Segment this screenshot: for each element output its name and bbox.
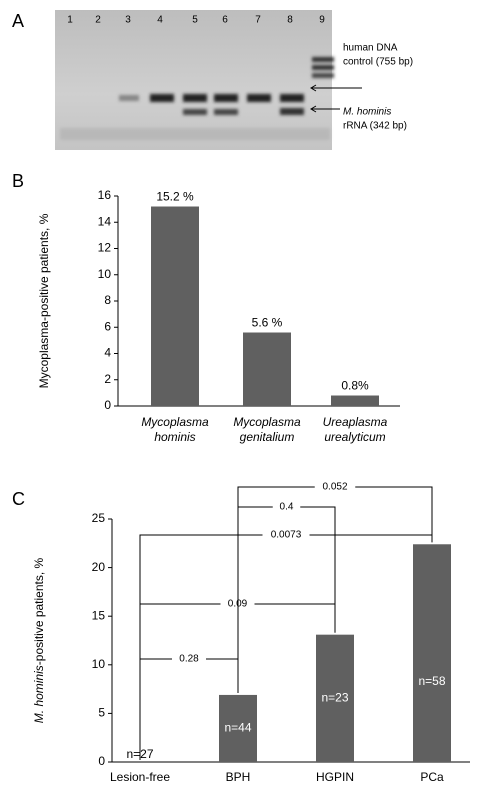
target-label: M. hominis	[343, 107, 391, 118]
p-value: 0.052	[322, 482, 347, 493]
y-tick-label: 4	[104, 346, 111, 360]
y-tick-label: 14	[98, 214, 112, 228]
control-label: human DNA	[343, 43, 398, 54]
label-background	[172, 652, 206, 666]
sample-size: n=58	[418, 674, 445, 688]
y-axis-label: Mycoplasma-positive patients, %	[37, 213, 51, 388]
lane-number: 7	[255, 15, 261, 26]
y-tick-label: 2	[104, 372, 111, 386]
y-axis-label-italic: M. hominis	[32, 665, 46, 723]
label-background	[314, 480, 356, 494]
y-axis-label: M. hominis-positive patients, %	[32, 557, 46, 723]
lane-number: 5	[192, 15, 198, 26]
lane-number: 4	[157, 15, 163, 26]
y-tick-label: 20	[92, 560, 106, 574]
x-tick-label: Lesion-free	[110, 770, 170, 784]
gel-background	[55, 10, 332, 150]
label-background	[272, 500, 301, 514]
lane-number: 6	[222, 15, 228, 26]
bar	[331, 395, 379, 406]
y-tick-label: 25	[92, 511, 106, 525]
x-tick-label: Mycoplasma	[233, 415, 301, 429]
bar	[243, 332, 291, 406]
panel-label: A	[12, 11, 24, 31]
x-tick-label: urealyticum	[324, 430, 385, 444]
gel-image	[55, 10, 334, 150]
y-tick-label: 16	[98, 188, 112, 202]
y-tick-label: 5	[98, 706, 105, 720]
x-tick-label: hominis	[154, 430, 195, 444]
y-tick-label: 12	[98, 241, 112, 255]
value-label: 0.8%	[341, 379, 369, 393]
y-tick-label: 0	[104, 398, 111, 412]
sample-size: n=44	[224, 721, 251, 735]
x-tick-label: Ureaplasma	[323, 415, 388, 429]
x-tick-label: genitalium	[240, 430, 295, 444]
value-label: 15.2 %	[156, 190, 194, 204]
y-tick-label: 15	[92, 608, 106, 622]
label-background	[262, 528, 310, 542]
lane-number: 2	[95, 15, 101, 26]
bar	[316, 634, 354, 762]
value-label: 5.6 %	[252, 316, 283, 330]
p-value: 0.28	[179, 654, 199, 665]
comparison-bracket	[139, 534, 433, 760]
control-label: control (755 bp)	[343, 57, 413, 68]
panel-label: B	[12, 171, 24, 191]
x-tick-label: Mycoplasma	[141, 415, 209, 429]
target-label: rRNA (342 bp)	[343, 121, 407, 132]
x-tick-label: HGPIN	[316, 770, 354, 784]
y-tick-label: 10	[98, 267, 112, 281]
p-value: 0.4	[280, 502, 294, 513]
bar	[151, 206, 199, 406]
bar	[413, 544, 451, 762]
p-value: 0.0073	[271, 530, 302, 541]
y-axis-label-text: -positive patients, %	[32, 557, 46, 665]
y-tick-label: 6	[104, 319, 111, 333]
y-tick-label: 10	[92, 657, 106, 671]
x-tick-label: BPH	[226, 770, 251, 784]
y-tick-label: 0	[98, 754, 105, 768]
lane-number: 1	[67, 15, 73, 26]
lane-number: 8	[287, 15, 293, 26]
x-tick-label: PCa	[420, 770, 444, 784]
y-tick-label: 8	[104, 293, 111, 307]
sample-size: n=23	[321, 691, 348, 705]
bar	[219, 694, 257, 762]
lane-number: 3	[125, 15, 131, 26]
lane-number: 9	[319, 15, 325, 26]
gel-bands	[60, 57, 334, 140]
arrows	[310, 84, 362, 113]
panel-label: C	[12, 489, 25, 509]
